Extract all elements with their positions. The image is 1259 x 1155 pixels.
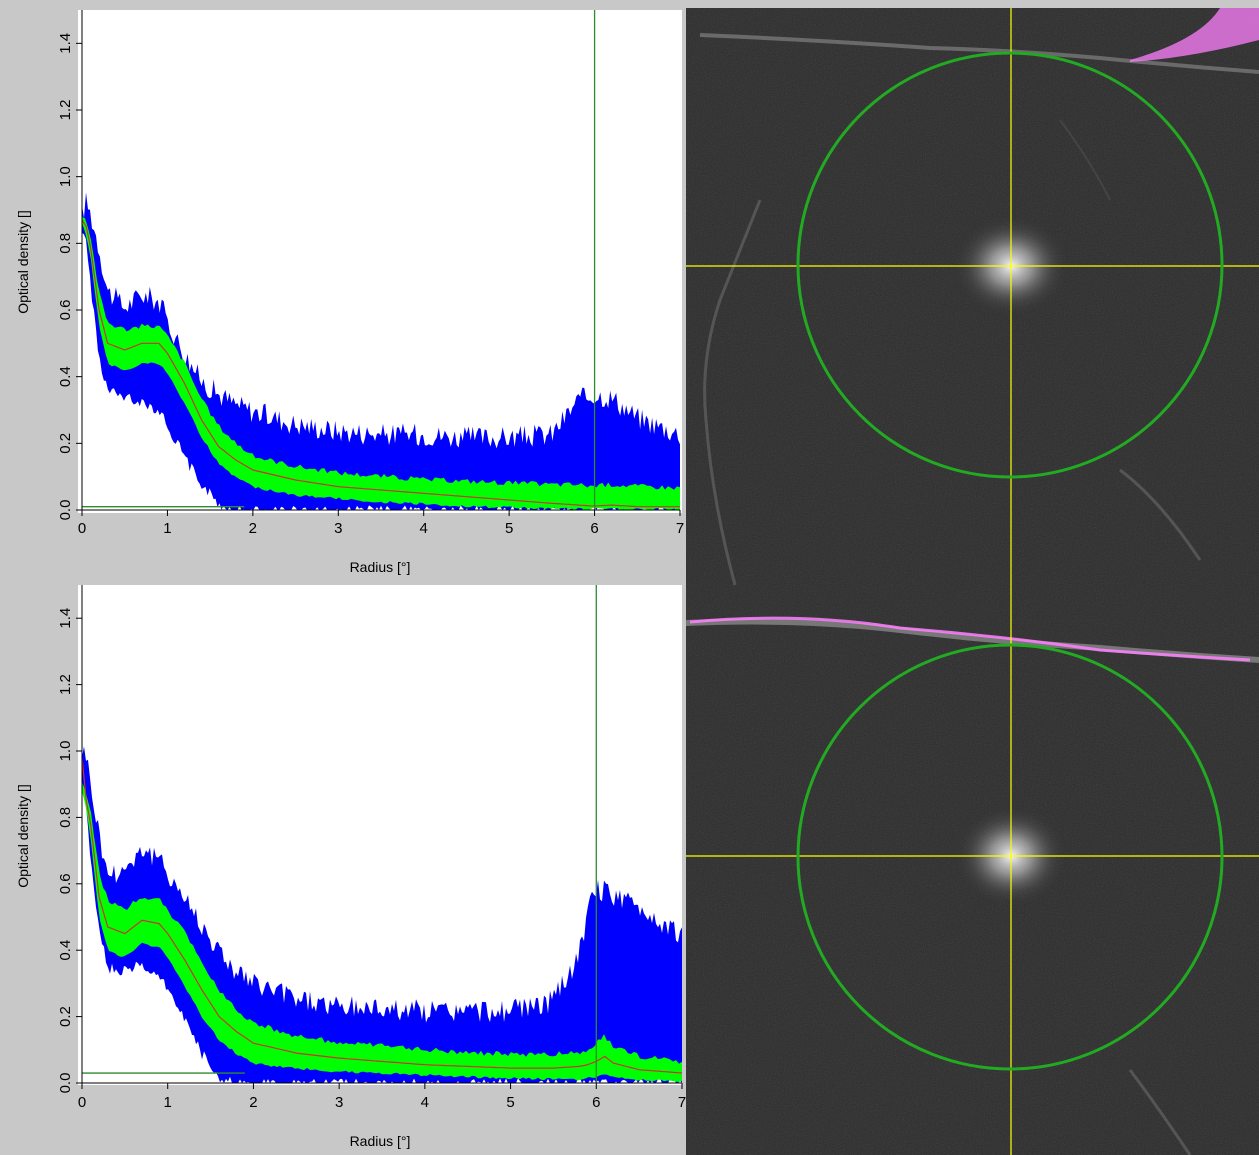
chart-panel-top: 0 1 2 3 4 5 6 7 0.0 0.2 0.4 0.6 0.8 1.0 1.2 1.4 Radius … (15, 10, 684, 575)
y-tick-label: 0.0 (57, 500, 74, 521)
x-tick-label: 0 (78, 1094, 86, 1111)
chart-panel-bottom: 0 1 2 3 4 5 6 7 0.0 0.2 0.4 0.6 0.8 1.0 1.2 1.4 Radius … (15, 585, 686, 1149)
y-tick-label: 0.6 (57, 873, 74, 894)
measurement-circle (796, 643, 1224, 1071)
x-tick-label: 0 (78, 520, 86, 537)
x-tick-label: 1 (163, 520, 171, 537)
y-axis-label: Optical density [] (15, 784, 31, 888)
y-tick-label: 0.2 (57, 433, 74, 454)
measurement-circle (796, 51, 1224, 479)
y-axis-label: Optical density [] (15, 210, 31, 314)
vessel (703, 199, 762, 586)
x-tick-label: 7 (678, 1094, 686, 1111)
vessel (1128, 1069, 1192, 1155)
x-tick-label: 4 (421, 1094, 429, 1111)
x-axis-label: Radius [°] (350, 559, 411, 575)
vessel (1059, 119, 1111, 201)
y-tick-label: 0.4 (57, 940, 74, 961)
x-tick-label: 2 (249, 520, 257, 537)
x-tick-label: 3 (334, 520, 342, 537)
y-tick-label: 0.8 (57, 807, 74, 828)
y-tick-label: 0.2 (57, 1006, 74, 1027)
mean-line (81, 757, 683, 1074)
band-outer (82, 746, 682, 1083)
y-tick-label: 1.4 (57, 608, 74, 629)
fundus-image-bottom (685, 586, 1259, 1155)
y-tick-label: 0.6 (57, 300, 74, 321)
vessel (1119, 468, 1202, 561)
y-tick-label: 1.0 (57, 166, 74, 187)
x-tick-label: 6 (592, 1094, 600, 1111)
x-tick-label: 1 (164, 1094, 172, 1111)
fundus-image-top (686, 8, 1259, 586)
y-tick-label: 1.4 (57, 33, 74, 54)
x-tick-label: 5 (506, 1094, 514, 1111)
x-tick-label: 4 (420, 520, 428, 537)
artifact (689, 616, 1251, 662)
y-tick-label: 0.4 (57, 366, 74, 387)
y-tick-label: 0.8 (57, 233, 74, 254)
x-tick-label: 6 (590, 520, 598, 537)
x-tick-label: 3 (335, 1094, 343, 1111)
vessel (699, 33, 1259, 74)
y-tick-label: 1.2 (57, 674, 74, 695)
y-tick-label: 1.2 (57, 100, 74, 121)
artifact (1130, 8, 1259, 62)
y-tick-label: 0.0 (57, 1073, 74, 1094)
x-tick-label: 5 (505, 520, 513, 537)
mean-line (81, 219, 680, 508)
x-axis-label: Radius [°] (350, 1133, 411, 1149)
x-tick-label: 2 (249, 1094, 257, 1111)
band-inner (82, 781, 682, 1082)
x-tick-label: 7 (676, 520, 684, 537)
y-tick-label: 1.0 (57, 741, 74, 762)
band-outer (82, 192, 680, 510)
